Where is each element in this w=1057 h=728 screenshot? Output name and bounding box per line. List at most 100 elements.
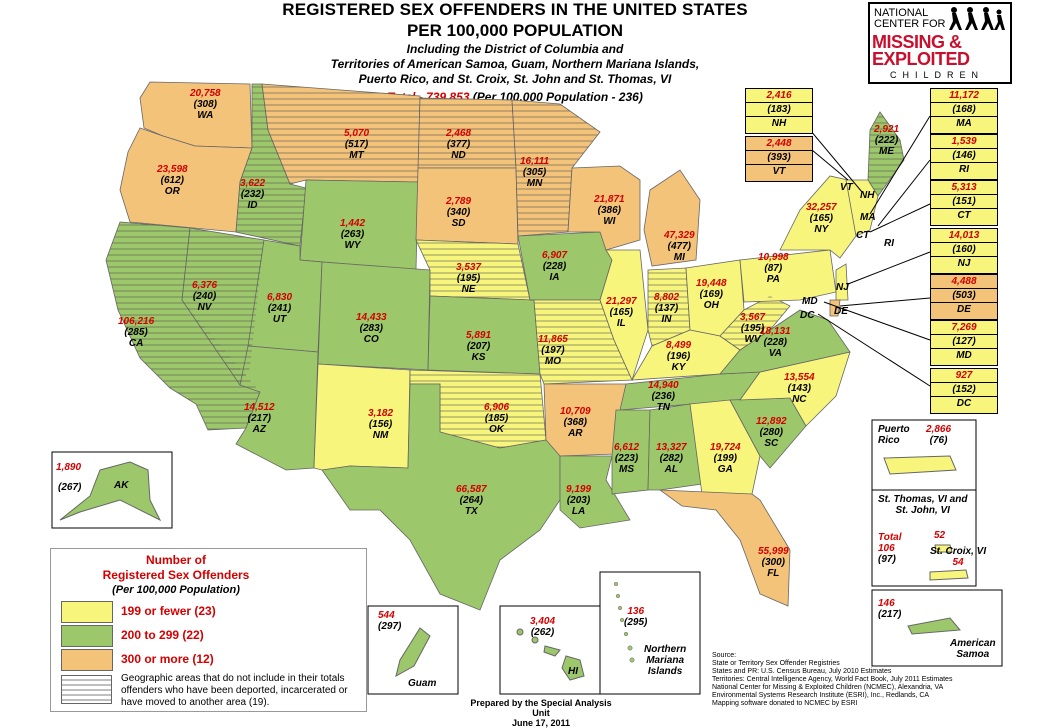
nmi-inset [599, 571, 701, 695]
count: 3,567 [740, 312, 766, 323]
count: 6,376 [192, 280, 218, 291]
rate: (183) [767, 104, 791, 115]
count: 6,906 [484, 402, 510, 413]
callout-ct: 5,313 (151) CT [930, 180, 998, 226]
abbr: SD [451, 218, 466, 229]
state-label-mn: 16,111 (305) MN [520, 156, 549, 189]
state-label-nm: 3,182 (156) NM [368, 408, 393, 441]
callout-dc: 927 (152) DC [930, 368, 998, 414]
count: 6,907 [542, 250, 568, 261]
name-line1: Northern [644, 644, 687, 655]
count: 20,758 [190, 88, 221, 99]
abbr: ND [451, 150, 466, 161]
abbr: NH [746, 116, 812, 130]
state-label-nc: 13,554 (143) NC [784, 372, 815, 405]
abbr: LA [571, 506, 586, 517]
count: 3,182 [368, 408, 394, 419]
state-label-mt: 5,070 (517) MT [344, 128, 369, 161]
legend: Number of Registered Sex Offenders (Per … [50, 548, 367, 712]
state-shape-nm [313, 363, 411, 471]
state-shape-fl [658, 489, 791, 607]
rate: (285) [124, 327, 148, 338]
rate: (477) [667, 241, 691, 252]
callout-nj: 14,013 (160) NJ [930, 228, 998, 274]
abbr: CA [128, 338, 144, 349]
map-abbr-md: MD [802, 296, 818, 307]
name-line1: American [950, 638, 996, 649]
count: 1,442 [340, 218, 366, 229]
abbr: WY [344, 240, 361, 251]
alaska-inset [51, 451, 173, 529]
label-nmi-name: Northern Mariana Islands [644, 644, 686, 677]
legend-swatch-mid [61, 625, 113, 647]
leader-vt [811, 149, 849, 181]
state-shape-tx [321, 383, 561, 611]
logo-line1: NATIONAL [874, 7, 929, 19]
island-shape-nmi-4 [619, 617, 625, 623]
state-label-wa: 20,758 (308) WA [190, 88, 221, 121]
count: 14,512 [244, 402, 275, 413]
count: 12,892 [756, 416, 787, 427]
abbr: CO [363, 334, 379, 345]
abbr: KS [471, 352, 486, 363]
abbr: TX [464, 506, 478, 517]
abbr: IA [549, 272, 560, 283]
legend-label-low: 199 or fewer (23) [121, 604, 216, 618]
callout-nh: 2,416 (183) NH [745, 88, 813, 134]
rate: (300) [761, 557, 785, 568]
count: 11,865 [538, 334, 568, 345]
count: 8,499 [666, 340, 692, 351]
subtitle-line3: Puerto Rico, and St. Croix, St. John and… [358, 72, 672, 86]
state-shape-ak [59, 461, 162, 522]
count: 7,269 [931, 321, 997, 335]
rate: (263) [340, 229, 365, 240]
count: 10,998 [758, 252, 789, 263]
source-line1: Source: [712, 652, 737, 659]
count: 21,297 [606, 296, 637, 307]
state-label-nv: 6,376 (240) NV [192, 280, 217, 313]
state-label-wi: 21,871 (386) WI [594, 194, 625, 227]
map-abbr-ct: CT [856, 230, 870, 241]
rate: (393) [767, 152, 791, 163]
state-shape-ne-small [845, 179, 879, 237]
abbr: WV [744, 334, 761, 345]
legend-title-line3: (Per 100,000 Population) [112, 584, 240, 596]
hatch-mn [512, 100, 600, 236]
abbr: CT [931, 208, 997, 222]
state-shape-de [829, 299, 841, 317]
count: 18,131 [760, 326, 791, 337]
label-ak-count: 1,890 [56, 462, 81, 473]
island-shape-nmi-6 [627, 645, 633, 651]
callout-de: 4,488 (503) DE [930, 274, 998, 320]
count: 2,866 [926, 424, 952, 435]
state-label-ca: 106,216 (285) CA [118, 316, 154, 349]
rate: (368) [563, 417, 587, 428]
abbr: IN [661, 314, 672, 325]
territory-shape-stj [934, 544, 953, 553]
count: 136 [627, 606, 645, 617]
count: 55,999 [758, 546, 789, 557]
legend-swatch-low [61, 601, 113, 623]
rate: (207) [466, 341, 491, 352]
state-shape-wi [567, 165, 641, 251]
abbr: MA [931, 116, 997, 130]
abbr: NJ [931, 256, 997, 270]
state-label-ar: 10,709 (368) AR [560, 406, 591, 439]
rate: (262) [530, 627, 555, 638]
source-line3: States and PR: U.S. Census Bureau, July … [712, 668, 892, 675]
hatch-me [868, 112, 904, 196]
label-guam-name: Guam [408, 678, 436, 689]
count: 23,598 [157, 164, 188, 175]
island-shape-hi-3 [543, 645, 561, 657]
leader-dc [817, 313, 931, 387]
rate: (282) [659, 453, 683, 464]
state-label-tn: 14,940 (236) TN [648, 380, 679, 413]
state-label-ia: 6,907 (228) IA [542, 250, 567, 283]
state-label-ok: 6,906 (185) OK [484, 402, 509, 435]
abbr: OR [164, 186, 180, 197]
abbr: NV [197, 302, 212, 313]
state-label-in: 8,802 (137) IN [654, 292, 679, 325]
abbr: AL [664, 464, 678, 475]
logo-missing-exploited: MISSING & EXPLOITED [872, 33, 970, 68]
